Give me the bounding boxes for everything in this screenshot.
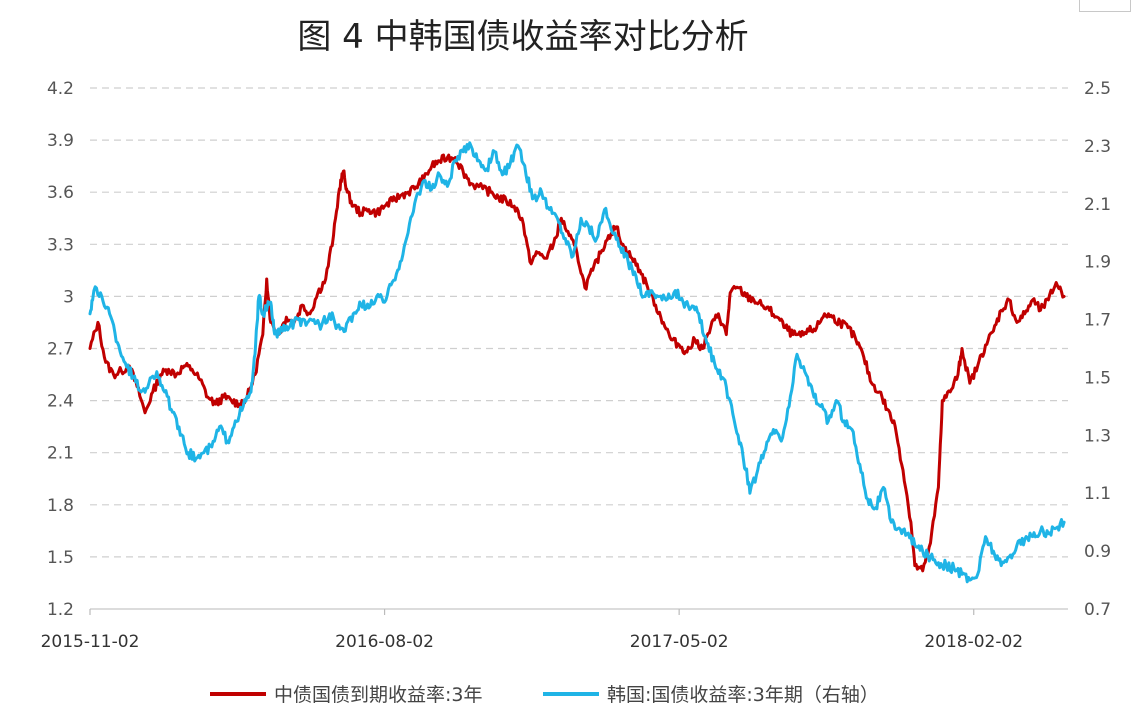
y-left-tick-label: 1.8 [47,496,74,516]
x-tick-label: 2015-11-02 [41,632,140,652]
right-y-axis: 2.5 2.3 2.1 1.9 1.7 1.5 1.3 1.1 0.9 0.7 [1084,79,1111,620]
y-right-tick-label: 1.7 [1084,311,1111,331]
left-y-axis: 4.2 3.9 3.6 3.3 3 2.7 2.4 2.1 1.8 1.5 1.2 [47,79,74,620]
corner-frame [1079,0,1131,12]
y-left-tick-label: 1.2 [47,600,74,620]
y-left-tick-label: 1.5 [47,548,74,568]
y-right-tick-label: 0.7 [1084,600,1111,620]
y-left-tick-label: 4.2 [47,79,74,99]
x-tick-label: 2017-05-02 [630,632,729,652]
y-left-tick-label: 3.3 [47,235,74,255]
legend[interactable]: 中债国债到期收益率:3年 韩国:国债收益率:3年期（右轴） [210,684,879,706]
y-left-tick-label: 2.1 [47,444,74,464]
y-right-tick-label: 1.1 [1084,484,1111,504]
y-right-tick-label: 2.5 [1084,79,1111,99]
gridlines [90,87,1068,558]
y-right-tick-label: 1.9 [1084,253,1111,273]
y-right-tick-label: 1.3 [1084,426,1111,446]
y-right-tick-label: 2.3 [1084,137,1111,157]
y-left-tick-label: 2.4 [47,392,74,412]
series-lines [88,141,1066,584]
y-left-tick-label: 3.6 [47,183,74,203]
legend-label-china: 中债国债到期收益率:3年 [274,684,483,706]
series-line-china [88,153,1066,573]
y-left-tick-label: 3.9 [47,131,74,151]
chart-title: 图 4 中韩国债收益率对比分析 [297,17,748,57]
x-tick-label: 2016-08-02 [335,632,434,652]
x-tick-label: 2018-02-02 [924,632,1023,652]
y-right-tick-label: 1.5 [1084,368,1111,388]
y-right-tick-label: 0.9 [1084,542,1111,562]
x-axis: 2015-11-02 2016-08-02 2017-05-02 2018-02-02… [41,608,1068,652]
y-left-tick-label: 3 [63,287,74,307]
y-left-tick-label: 2.7 [47,340,74,360]
legend-label-korea: 韩国:国债收益率:3年期（右轴） [607,684,879,706]
y-right-tick-label: 2.1 [1084,195,1111,215]
series-line-korea [88,141,1066,584]
